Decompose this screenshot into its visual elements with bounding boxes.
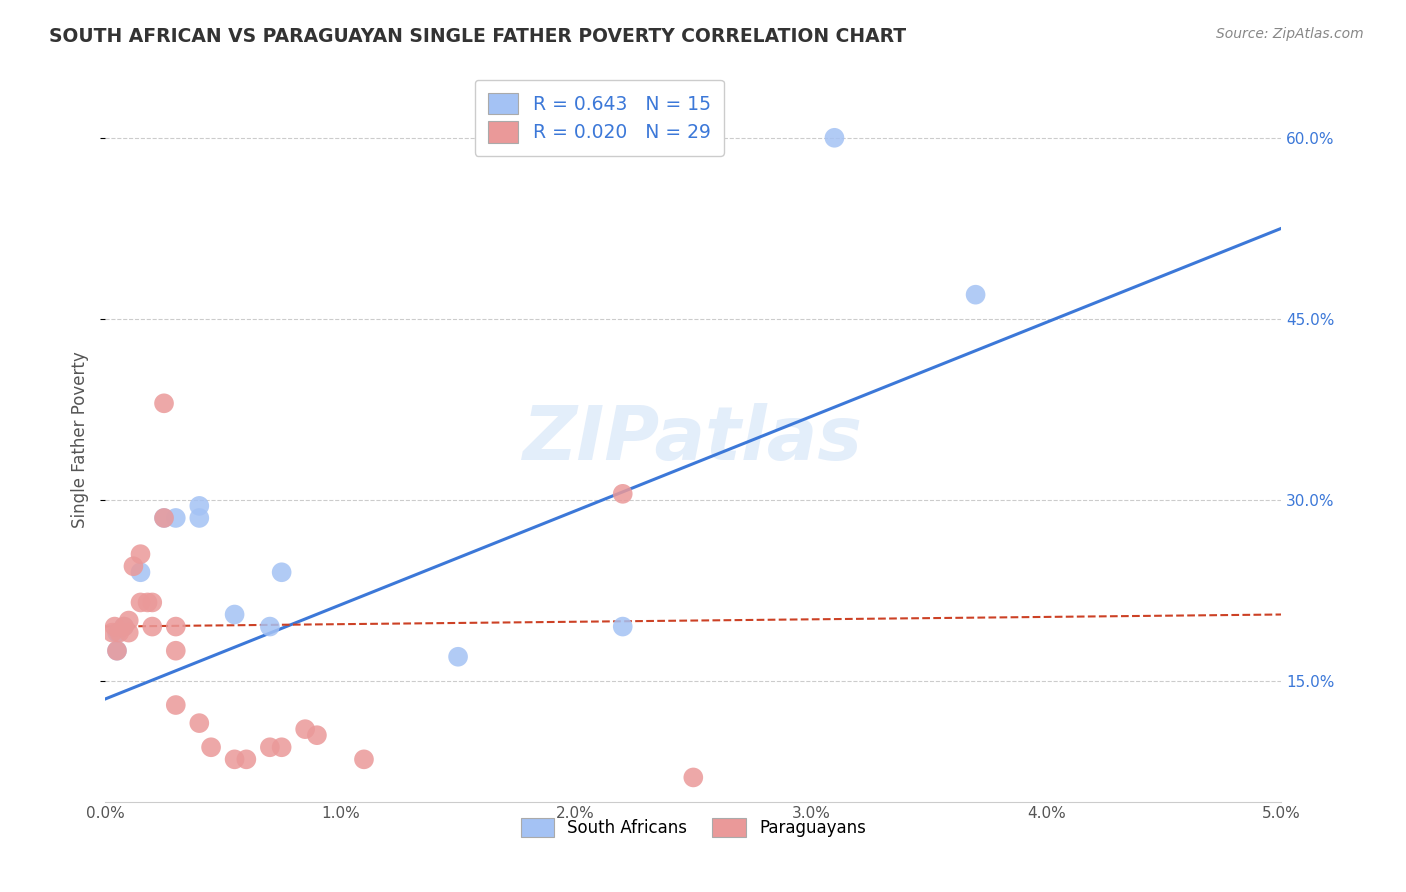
Point bbox=[105, 643, 128, 657]
Point bbox=[122, 559, 145, 574]
Point bbox=[165, 619, 187, 633]
Point bbox=[270, 740, 292, 755]
Point bbox=[141, 619, 163, 633]
Point bbox=[823, 130, 845, 145]
Point bbox=[118, 614, 141, 628]
Y-axis label: Single Father Poverty: Single Father Poverty bbox=[72, 351, 89, 528]
Point bbox=[108, 625, 131, 640]
Point bbox=[259, 740, 281, 755]
Text: Source: ZipAtlas.com: Source: ZipAtlas.com bbox=[1216, 27, 1364, 41]
Point bbox=[105, 643, 128, 657]
Point bbox=[165, 643, 187, 657]
Point bbox=[305, 728, 328, 742]
Point bbox=[165, 511, 187, 525]
Point bbox=[224, 752, 246, 766]
Point bbox=[153, 396, 176, 410]
Point bbox=[612, 487, 634, 501]
Point bbox=[294, 722, 316, 736]
Point bbox=[447, 649, 470, 664]
Point bbox=[104, 619, 127, 633]
Point bbox=[612, 619, 634, 633]
Point bbox=[259, 619, 281, 633]
Point bbox=[188, 499, 211, 513]
Point bbox=[235, 752, 257, 766]
Point bbox=[129, 595, 152, 609]
Point bbox=[112, 619, 135, 633]
Text: SOUTH AFRICAN VS PARAGUAYAN SINGLE FATHER POVERTY CORRELATION CHART: SOUTH AFRICAN VS PARAGUAYAN SINGLE FATHE… bbox=[49, 27, 907, 45]
Point bbox=[141, 595, 163, 609]
Point bbox=[101, 625, 124, 640]
Point bbox=[105, 625, 128, 640]
Point bbox=[112, 619, 135, 633]
Point bbox=[165, 698, 187, 712]
Point bbox=[270, 566, 292, 580]
Point bbox=[129, 547, 152, 561]
Point bbox=[118, 625, 141, 640]
Legend: South Africans, Paraguayans: South Africans, Paraguayans bbox=[515, 812, 873, 844]
Point bbox=[188, 511, 211, 525]
Text: ZIPatlas: ZIPatlas bbox=[523, 403, 863, 476]
Point bbox=[682, 771, 704, 785]
Point bbox=[353, 752, 375, 766]
Point bbox=[153, 511, 176, 525]
Point bbox=[153, 511, 176, 525]
Point bbox=[188, 716, 211, 731]
Point bbox=[129, 566, 152, 580]
Point bbox=[136, 595, 159, 609]
Point bbox=[200, 740, 222, 755]
Point bbox=[965, 287, 987, 301]
Point bbox=[224, 607, 246, 622]
